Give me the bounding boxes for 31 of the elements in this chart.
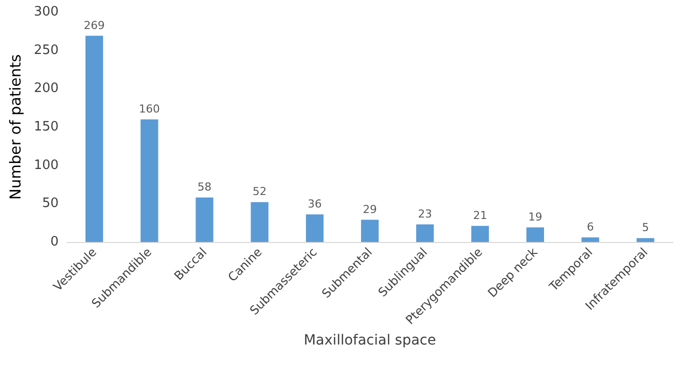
data-label: 29 bbox=[362, 202, 377, 216]
y-tick-label: 250 bbox=[34, 42, 59, 58]
data-label: 5 bbox=[642, 221, 649, 234]
y-axis-title: Number of patients bbox=[6, 54, 24, 200]
bar bbox=[526, 227, 544, 242]
data-label: 58 bbox=[198, 180, 212, 194]
bar bbox=[140, 119, 158, 242]
y-tick-label: 200 bbox=[34, 81, 59, 96]
data-label: 160 bbox=[138, 102, 160, 116]
y-tick-label: 100 bbox=[34, 158, 59, 173]
bar bbox=[471, 226, 489, 242]
y-tick-label: 300 bbox=[34, 4, 59, 20]
bar bbox=[416, 224, 434, 242]
y-tick-label: 0 bbox=[50, 234, 59, 250]
bar bbox=[636, 238, 654, 242]
bar bbox=[196, 198, 214, 242]
bar bbox=[582, 237, 600, 242]
data-label: 19 bbox=[528, 210, 542, 224]
bar bbox=[361, 220, 379, 242]
data-label: 23 bbox=[418, 207, 432, 220]
bar bbox=[250, 202, 268, 242]
data-label: 36 bbox=[308, 197, 322, 210]
data-label: 269 bbox=[84, 18, 105, 32]
x-axis-title: Maxillofacial space bbox=[304, 332, 436, 349]
data-label: 6 bbox=[586, 220, 594, 234]
bar bbox=[85, 36, 104, 242]
data-label: 52 bbox=[252, 185, 267, 198]
bar bbox=[306, 214, 324, 242]
y-tick-label: 50 bbox=[42, 196, 59, 212]
y-tick-label: 150 bbox=[34, 120, 59, 134]
data-label: 21 bbox=[473, 208, 488, 222]
